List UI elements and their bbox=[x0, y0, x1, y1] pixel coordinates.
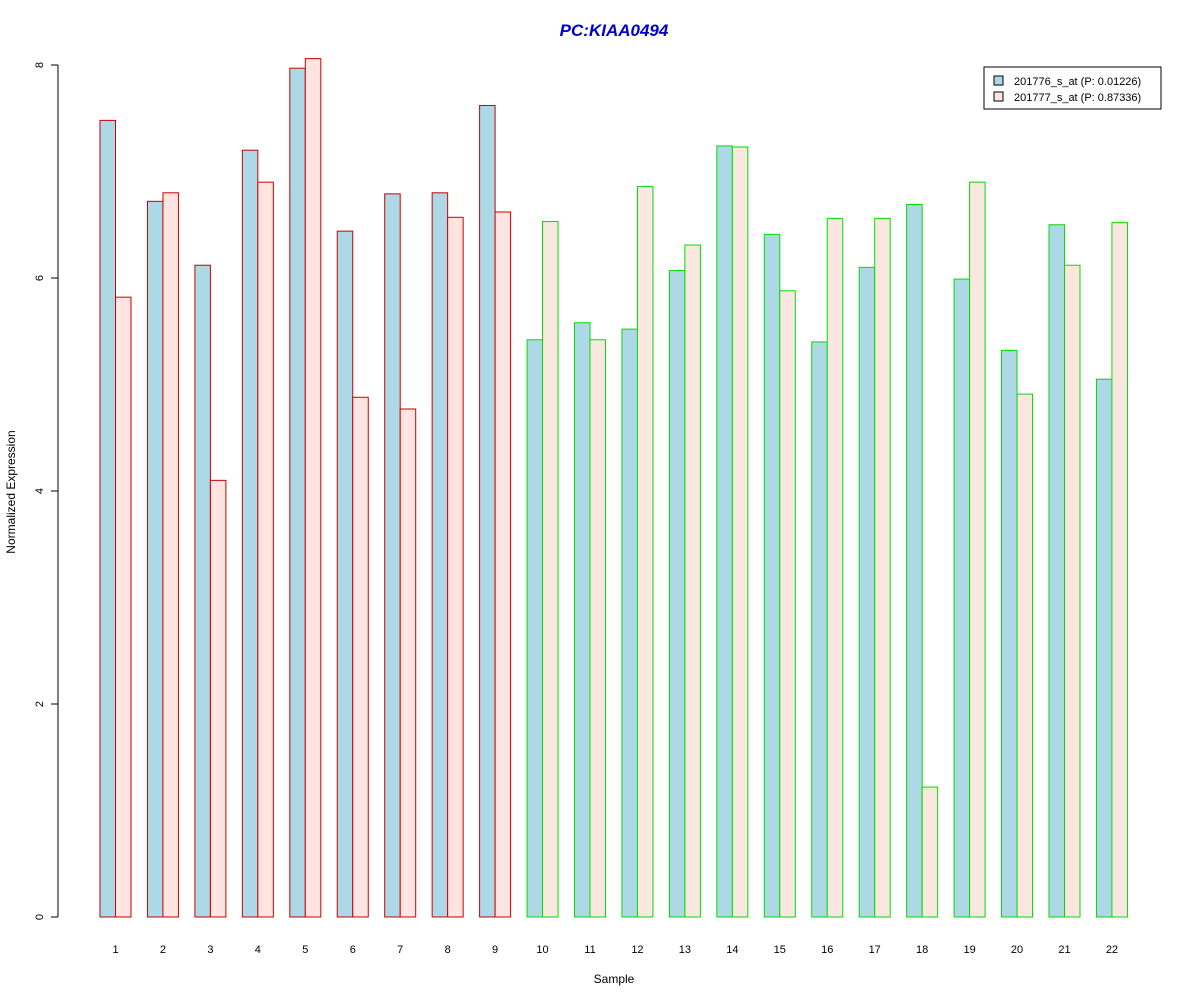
bar-201776-sample-12 bbox=[621, 328, 638, 918]
bar-201777-sample-12 bbox=[636, 185, 654, 918]
bar-201777-sample-2 bbox=[162, 192, 179, 918]
bar-201777-sample-7 bbox=[399, 408, 417, 918]
bar-201777-sample-19 bbox=[969, 181, 986, 918]
x-tick-label: 19 bbox=[963, 944, 975, 956]
y-tick-label: 0 bbox=[34, 914, 46, 920]
chart-title: PC:KIAA0494 bbox=[560, 21, 669, 40]
bar-201777-sample-22 bbox=[1111, 222, 1128, 918]
bar-201777-sample-18 bbox=[921, 786, 939, 918]
bar-201776-sample-18 bbox=[906, 204, 923, 918]
legend: 201776_s_at (P: 0.01226) 201777_s_at (P: … bbox=[983, 66, 1162, 110]
bar-201777-sample-6 bbox=[352, 396, 369, 918]
x-tick-label: 5 bbox=[302, 944, 308, 956]
bar-201776-sample-15 bbox=[763, 233, 781, 918]
bar-201777-sample-13 bbox=[684, 244, 701, 918]
bar-201776-sample-14 bbox=[716, 145, 733, 918]
bar-201776-sample-6 bbox=[336, 230, 354, 918]
x-tick-label: 15 bbox=[774, 944, 786, 956]
x-tick-label: 9 bbox=[492, 944, 498, 956]
x-tick-label: 11 bbox=[584, 944, 595, 956]
y-axis-label: Normalized Expression bbox=[4, 430, 18, 553]
bar-201776-sample-1 bbox=[99, 119, 116, 918]
bar-201777-sample-20 bbox=[1016, 393, 1034, 918]
y-tick-label: 2 bbox=[34, 701, 46, 707]
x-tick-label: 4 bbox=[255, 944, 261, 956]
bar-201777-sample-17 bbox=[874, 217, 891, 918]
bar-201776-sample-19 bbox=[953, 278, 971, 918]
bar-201776-sample-9 bbox=[479, 104, 496, 918]
bars-layer bbox=[99, 58, 1128, 918]
x-axis-ticks: 1 2 3 4 5 6 7 8 9 10 11 12 13 14 15 16 17 18 19 20 21 22 bbox=[112, 944, 1118, 956]
legend-label-1: 201776_s_at (P: 0.01226) bbox=[1014, 76, 1141, 88]
bar-201777-sample-16 bbox=[826, 217, 844, 918]
bar-201777-sample-11 bbox=[589, 339, 606, 918]
x-tick-label: 14 bbox=[726, 944, 738, 956]
x-tick-label: 2 bbox=[160, 944, 166, 956]
bar-201776-sample-22 bbox=[1095, 378, 1113, 918]
x-tick-label: 6 bbox=[350, 944, 356, 956]
bar-201776-sample-3 bbox=[194, 264, 211, 918]
x-tick-label: 16 bbox=[821, 944, 833, 956]
bar-201777-sample-14 bbox=[731, 146, 749, 918]
bar-201777-sample-9 bbox=[494, 211, 512, 918]
bar-201777-sample-15 bbox=[779, 290, 796, 918]
bar-201777-sample-1 bbox=[115, 296, 132, 918]
bar-201777-sample-5 bbox=[304, 58, 322, 918]
bar-201777-sample-21 bbox=[1064, 264, 1081, 918]
bar-201777-sample-3 bbox=[209, 479, 227, 918]
y-tick-label: 4 bbox=[34, 488, 46, 494]
x-tick-label: 1 bbox=[112, 944, 118, 956]
bar-201776-sample-17 bbox=[858, 266, 876, 918]
bar-201776-sample-5 bbox=[289, 67, 306, 918]
legend-swatch-1 bbox=[993, 75, 1004, 86]
x-tick-label: 12 bbox=[631, 944, 643, 956]
x-tick-label: 18 bbox=[916, 944, 928, 956]
legend-swatch-2 bbox=[993, 91, 1004, 102]
x-tick-label: 22 bbox=[1106, 944, 1118, 956]
bar-201776-sample-10 bbox=[526, 339, 544, 918]
x-tick-label: 8 bbox=[445, 944, 451, 956]
bar-201777-sample-10 bbox=[542, 221, 559, 918]
bar-201776-sample-4 bbox=[241, 149, 259, 918]
legend-box bbox=[983, 66, 1162, 110]
bar-201776-sample-21 bbox=[1048, 224, 1065, 918]
y-tick-label: 6 bbox=[34, 275, 46, 281]
x-tick-label: 10 bbox=[536, 944, 548, 956]
x-tick-label: 20 bbox=[1011, 944, 1023, 956]
x-tick-label: 3 bbox=[207, 944, 213, 956]
bar-201776-sample-16 bbox=[811, 341, 828, 918]
legend-label-2: 201777_s_at (P: 0.87336) bbox=[1014, 92, 1141, 104]
x-tick-label: 17 bbox=[869, 944, 881, 956]
x-tick-label: 7 bbox=[397, 944, 403, 956]
x-tick-label: 21 bbox=[1058, 944, 1070, 956]
bar-201776-sample-2 bbox=[146, 200, 164, 918]
bar-201776-sample-13 bbox=[668, 270, 686, 918]
x-tick-label: 13 bbox=[679, 944, 691, 956]
y-axis: 0 2 4 6 8 bbox=[34, 62, 59, 920]
x-axis-label: Sample bbox=[594, 972, 635, 986]
y-tick-label: 8 bbox=[34, 62, 46, 68]
bar-201777-sample-8 bbox=[447, 216, 464, 918]
bar-201776-sample-7 bbox=[384, 193, 401, 918]
bar-201777-sample-4 bbox=[257, 181, 274, 918]
bar-201776-sample-20 bbox=[1001, 349, 1018, 918]
bar-201776-sample-8 bbox=[431, 192, 449, 918]
bar-201776-sample-11 bbox=[574, 322, 591, 918]
